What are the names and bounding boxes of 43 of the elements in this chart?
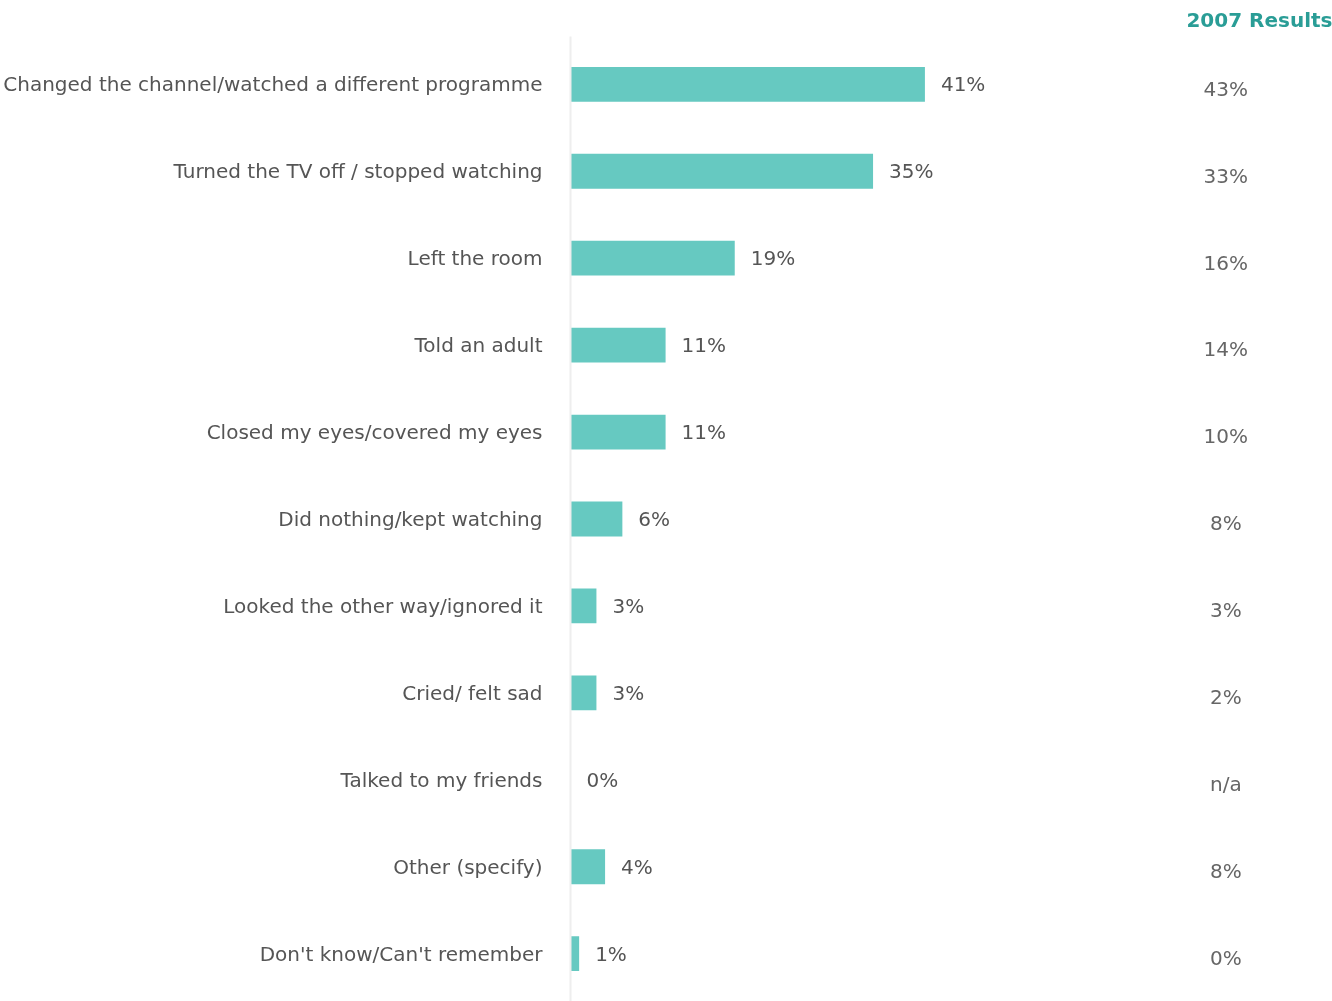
y-tick-label: Looked the other way/ignored it	[223, 593, 543, 618]
text: 8%	[1209, 511, 1242, 536]
y-tick-label: Did nothing/kept watching	[278, 507, 543, 531]
text: 0%	[1209, 946, 1242, 971]
text: n/a	[1209, 772, 1242, 797]
text: 14%	[1203, 337, 1249, 362]
bar	[570, 675, 597, 711]
y-tick-label: Left the room	[407, 246, 543, 271]
data-label: 3%	[612, 680, 645, 705]
bar	[570, 153, 874, 189]
y-tick-label: Closed my eyes/covered my eyes	[206, 420, 543, 445]
text: 10%	[1203, 424, 1249, 449]
y-tick-label: Told an adult	[413, 333, 543, 358]
text: 2007 Results	[1186, 7, 1332, 32]
y-tick-label: Talked to my friends	[339, 767, 543, 792]
bar	[570, 327, 666, 363]
bar	[570, 414, 666, 450]
bar	[570, 240, 735, 276]
data-label: 35%	[889, 159, 934, 184]
data-label: 0%	[586, 767, 619, 792]
text: 2%	[1209, 685, 1242, 710]
y-tick-label: Other (specify)	[393, 854, 543, 879]
data-label: 4%	[621, 854, 653, 879]
data-label: 11%	[681, 420, 727, 445]
bar	[570, 501, 623, 537]
text: 8%	[1209, 859, 1242, 884]
bar	[570, 588, 597, 624]
bar	[570, 849, 606, 885]
data-label: 19%	[750, 246, 796, 271]
text: 3%	[1209, 598, 1242, 623]
y-tick-label: Don't know/Can't remember	[259, 941, 544, 966]
y-tick-label: Cried/ felt sad	[402, 680, 543, 705]
data-label: 6%	[638, 507, 671, 531]
data-label: 41%	[940, 72, 986, 97]
y-tick-label: Changed the channel/watched a different programme	[3, 72, 543, 97]
text: 33%	[1203, 163, 1249, 188]
data-label: 3%	[612, 593, 645, 618]
bar	[570, 66, 925, 102]
data-label: 11%	[681, 333, 727, 358]
data-label: 1%	[595, 941, 627, 966]
text: 43%	[1203, 76, 1249, 101]
text: 16%	[1203, 250, 1249, 275]
y-tick-label: Turned the TV off / stopped watching	[172, 159, 543, 184]
